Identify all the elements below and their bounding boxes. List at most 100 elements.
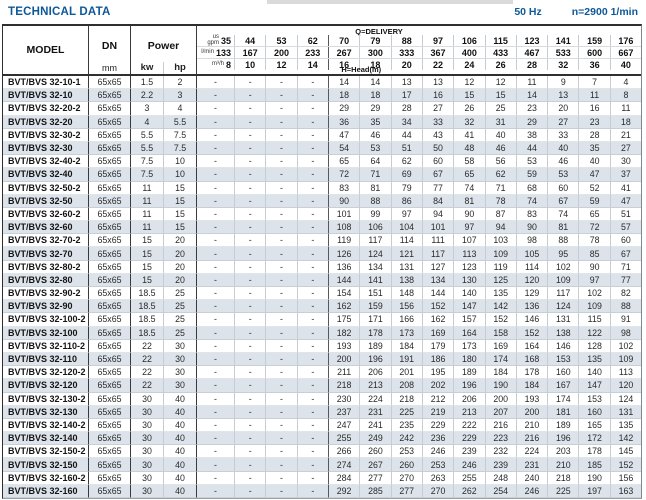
head-cell: 30	[610, 155, 642, 169]
head-cell: -	[266, 221, 298, 235]
hp-cell: 15	[164, 194, 197, 208]
head-cell: 248	[485, 471, 517, 485]
model-cell: BVT/BVS 32-50	[3, 194, 89, 208]
head-cell: 126	[328, 247, 361, 261]
head-cell: 231	[360, 405, 392, 419]
hp-cell: 20	[164, 260, 197, 274]
head-cell: -	[235, 76, 267, 90]
head-cell: -	[297, 287, 329, 301]
head-cell: -	[197, 379, 235, 393]
head-cell: -	[266, 128, 298, 142]
speed-label: n=2900 1/min	[571, 6, 638, 18]
head-cell: -	[297, 247, 329, 261]
head-cell: -	[297, 207, 329, 222]
head-cell: 38	[516, 128, 549, 142]
head-cell: 189	[454, 366, 486, 380]
head-cell: 113	[610, 366, 642, 380]
head-cell: -	[235, 432, 267, 446]
table-row: BVT/BVS 32-80 65x65 15 20- - - -144 141 138 134 13…	[3, 273, 642, 287]
head-cell: 120	[610, 379, 642, 393]
head-cell: 169	[485, 339, 517, 353]
head-cell: 202	[422, 379, 455, 393]
head-cell: 212	[422, 392, 455, 406]
head-cell: 145	[610, 445, 642, 459]
head-cell: 218	[391, 392, 423, 406]
kw-cell: 11	[131, 207, 164, 222]
head-cell: 184	[391, 339, 423, 353]
head-cell: 253	[422, 458, 455, 472]
head-cell: 53	[360, 141, 392, 156]
kw-cell: 7.5	[131, 168, 164, 182]
table-header: MODEL DN mm Power kw hp Q=DELIVERY us gp…	[3, 26, 641, 76]
kw-cell: 7.5	[131, 155, 164, 169]
head-cell: 284	[328, 471, 361, 485]
kw-cell: 30	[131, 432, 164, 446]
head-cell: -	[266, 339, 298, 353]
model-cell: BVT/BVS 32-80-2	[3, 260, 89, 274]
table-body: BVT/BVS 32-10-1 65x65 1.5 2- - - -14 14 13 13 12 12…	[3, 76, 642, 498]
head-cell: 136	[328, 260, 361, 274]
head-cell: 235	[391, 418, 423, 433]
head-cell: -	[197, 484, 235, 498]
dn-cell: 65x65	[89, 234, 131, 248]
head-cell: 129	[516, 287, 549, 301]
hp-cell: 25	[164, 287, 197, 301]
head-cell: 28	[579, 128, 611, 142]
head-cell: -	[297, 445, 329, 459]
head-cell: 154	[328, 287, 361, 301]
head-cell: -	[266, 458, 298, 472]
head-cell: 229	[422, 418, 455, 433]
head-cell: -	[235, 102, 267, 116]
head-cell: 148	[391, 287, 423, 301]
head-cell: 146	[516, 313, 549, 327]
head-cell: 189	[548, 418, 580, 433]
head-cell: 169	[422, 326, 455, 340]
head-cell: -	[197, 287, 235, 301]
head-cell: 125	[485, 273, 517, 287]
head-cell: 104	[391, 221, 423, 235]
head-cell: 138	[548, 326, 580, 340]
model-cell: BVT/BVS 32-110-2	[3, 339, 89, 353]
head-cell: 134	[360, 260, 392, 274]
head-cell: 178	[579, 445, 611, 459]
head-cell: 270	[391, 471, 423, 485]
head-cell: 20	[548, 102, 580, 116]
head-cell: 81	[548, 221, 580, 235]
head-cell: 68	[516, 181, 549, 195]
head-cell: 53	[548, 168, 580, 182]
head-cell: 67	[422, 168, 455, 182]
head-cell: 225	[548, 484, 580, 498]
model-cell: BVT/BVS 32-10	[3, 89, 89, 103]
head-cell: 119	[485, 260, 517, 274]
head-cell: 140	[579, 366, 611, 380]
table-row: BVT/BVS 32-100 65x65 18.5 25- - - -182 178 173 16…	[3, 326, 642, 340]
delivery-header-cell: 32	[548, 59, 580, 70]
head-cell: -	[266, 194, 298, 208]
head-cell: 88	[548, 234, 580, 248]
hp-cell: 15	[164, 221, 197, 235]
head-cell: 72	[579, 221, 611, 235]
head-cell: 113	[454, 247, 486, 261]
dn-cell: 65x65	[89, 76, 131, 90]
delivery-header-cell: 600	[579, 47, 611, 58]
kw-cell: 30	[131, 471, 164, 485]
technical-data-table: MODEL DN mm Power kw hp Q=DELIVERY us gp…	[2, 24, 642, 499]
head-cell: -	[297, 141, 329, 156]
hp-unit-label: hp	[174, 62, 186, 73]
head-cell: 94	[485, 221, 517, 235]
head-cell: -	[197, 273, 235, 287]
dn-cell: 65x65	[89, 458, 131, 472]
head-cell: 224	[360, 392, 392, 406]
head-cell: -	[266, 115, 298, 129]
model-cell: BVT/BVS 32-110	[3, 352, 89, 367]
head-cell: 97	[579, 273, 611, 287]
table-row: BVT/BVS 32-40 65x65 7.5 10- - - -72 71 69 67 65 62 5…	[3, 168, 642, 182]
head-cell: 152	[422, 300, 455, 314]
head-cell: 201	[391, 366, 423, 380]
head-cell: 9	[548, 76, 580, 90]
dn-cell: 65x65	[89, 432, 131, 446]
head-cell: 195	[422, 366, 455, 380]
table-row: BVT/BVS 32-40-2 65x65 7.5 10- - - -65 64 62 60 58 5…	[3, 155, 642, 169]
head-cell: 29	[360, 102, 392, 116]
model-cell: BVT/BVS 32-10-1	[3, 76, 89, 90]
